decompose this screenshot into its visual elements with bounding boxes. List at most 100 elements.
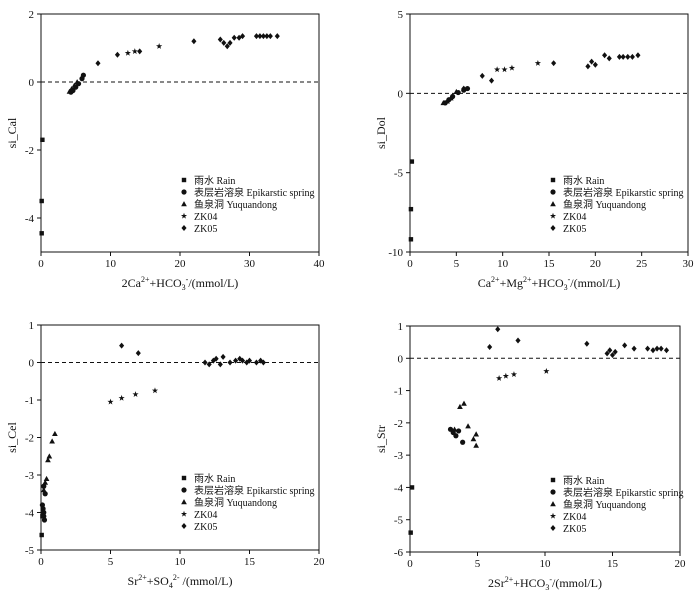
y-tick-label: 0 bbox=[398, 88, 404, 100]
data-point-triangle bbox=[470, 436, 477, 442]
data-point-diamond bbox=[551, 60, 557, 67]
data-point-triangle bbox=[473, 431, 480, 437]
data-point-diamond bbox=[479, 72, 485, 79]
legend-marker-star bbox=[180, 212, 188, 219]
data-point-diamond bbox=[620, 53, 626, 60]
x-axis-label-part: +HCO bbox=[150, 276, 182, 290]
legend-marker-diamond bbox=[550, 225, 556, 231]
chart-panel-si-str: 0 5 10 15 20 -6 -5 -4 -3 -2 -1 0 1 si_Str 2Sr2++HCO3-/… bbox=[374, 321, 686, 592]
legend-marker-triangle bbox=[550, 501, 556, 507]
data-point-triangle bbox=[473, 442, 480, 448]
x-tick-label: 40 bbox=[314, 258, 326, 270]
data-point-diamond bbox=[202, 359, 208, 366]
data-point-diamond bbox=[264, 33, 270, 40]
data-point-diamond bbox=[213, 355, 219, 362]
x-axis-label: Ca2++Mg2++HCO3-/(mmol/L) bbox=[478, 275, 621, 292]
x-tick-label: 20 bbox=[675, 558, 687, 570]
data-point-diamond bbox=[240, 33, 246, 40]
data-point-triangle bbox=[46, 453, 53, 459]
y-tick-label: -3 bbox=[394, 450, 404, 462]
data-point-diamond bbox=[260, 33, 266, 40]
data-point-star bbox=[534, 59, 541, 66]
x-tick-label: 0 bbox=[38, 556, 44, 568]
data-point-circle bbox=[460, 439, 466, 445]
data-point-square bbox=[409, 485, 415, 490]
data-point-diamond bbox=[257, 33, 263, 40]
data-point-diamond bbox=[606, 55, 612, 62]
data-point-star bbox=[508, 64, 516, 71]
data-point-diamond bbox=[629, 53, 635, 60]
data-point-diamond bbox=[217, 361, 223, 368]
data-point-star bbox=[107, 398, 114, 405]
x-tick-label: 30 bbox=[244, 258, 256, 270]
legend-label: ZK05 bbox=[563, 524, 586, 535]
x-tick-label: 0 bbox=[407, 258, 413, 270]
legend-marker-triangle bbox=[550, 201, 556, 207]
x-axis-label-part: /(mmol/L) bbox=[552, 576, 602, 590]
data-point-star bbox=[510, 371, 518, 378]
data-point-square bbox=[409, 159, 415, 164]
data-point-diamond bbox=[645, 345, 651, 352]
data-point-square bbox=[408, 206, 414, 212]
x-axis-label: 2Ca2++HCO3-/(mmol/L) bbox=[122, 275, 239, 292]
y-tick-label: -1 bbox=[394, 386, 403, 398]
data-point-diamond bbox=[589, 58, 595, 65]
data-point-star bbox=[494, 66, 501, 73]
data-point-circle bbox=[456, 428, 462, 434]
data-point-triangle bbox=[461, 400, 467, 406]
y-tick-label: -6 bbox=[394, 547, 404, 559]
x-axis-label: Sr2++SO42- /(mmol/L) bbox=[128, 573, 233, 590]
x-axis-label-part: Sr bbox=[128, 574, 139, 588]
y-tick-label: -3 bbox=[25, 470, 35, 482]
x-axis-label-part: +HCO bbox=[532, 276, 564, 290]
data-point-diamond bbox=[663, 347, 670, 354]
legend-marker-circle bbox=[550, 189, 556, 195]
legend-marker-circle bbox=[181, 189, 187, 195]
legend-label: 雨水 Rain bbox=[194, 175, 235, 187]
y-tick-label: -2 bbox=[25, 433, 34, 445]
x-axis-label-part: 2+ bbox=[491, 275, 500, 284]
data-point-diamond bbox=[260, 359, 266, 366]
legend-marker-star bbox=[180, 510, 188, 517]
y-tick-label: -1 bbox=[25, 395, 34, 407]
legend-marker-star bbox=[549, 212, 557, 219]
x-tick-label: 0 bbox=[407, 558, 413, 570]
data-point-diamond bbox=[585, 63, 591, 70]
plot-frame bbox=[40, 13, 320, 253]
data-point-circle bbox=[80, 72, 86, 78]
data-point-triangle bbox=[451, 426, 458, 432]
x-tick-label: 20 bbox=[314, 556, 326, 568]
x-tick-label: 5 bbox=[454, 258, 460, 270]
x-tick-label: 5 bbox=[475, 558, 481, 570]
data-point-square bbox=[39, 532, 44, 538]
data-point-diamond bbox=[602, 52, 608, 59]
data-point-diamond bbox=[612, 348, 618, 355]
data-point-circle bbox=[464, 85, 471, 92]
data-point-diamond bbox=[650, 347, 656, 354]
legend-marker-star bbox=[549, 512, 557, 519]
data-point-triangle bbox=[42, 479, 49, 485]
data-point-diamond bbox=[515, 337, 521, 344]
data-point-square bbox=[408, 237, 414, 242]
legend-marker-square bbox=[181, 475, 187, 481]
data-point-star bbox=[502, 372, 509, 379]
x-axis-label-part: Ca bbox=[478, 276, 492, 290]
x-axis-label-part: /(mmol/L) bbox=[188, 276, 238, 290]
legend-marker-diamond bbox=[550, 525, 556, 531]
x-axis-label-part: - bbox=[549, 575, 552, 584]
legend-marker-square bbox=[550, 177, 556, 183]
plot-frame bbox=[409, 325, 681, 553]
data-point-diamond bbox=[224, 43, 230, 50]
x-axis-label-part: 2Ca bbox=[122, 276, 142, 290]
data-point-triangle bbox=[71, 82, 78, 88]
y-tick-label: 0 bbox=[398, 353, 404, 365]
chart-panel-si-cal: 0 10 20 30 40 -4 -2 0 2 si_Cal 2Ca2++HCO3-/(mmol/L… bbox=[5, 9, 325, 292]
x-axis-label-part: 3 bbox=[182, 283, 186, 292]
legend-label: ZK05 bbox=[563, 224, 586, 235]
data-point-diamond bbox=[233, 357, 239, 364]
data-point-diamond bbox=[274, 33, 280, 40]
data-point-circle bbox=[42, 491, 48, 497]
legend-label: 鱼泉洞 Yuquandong bbox=[194, 198, 277, 211]
y-tick-label: 0 bbox=[29, 358, 35, 370]
data-point-diamond bbox=[114, 51, 120, 58]
